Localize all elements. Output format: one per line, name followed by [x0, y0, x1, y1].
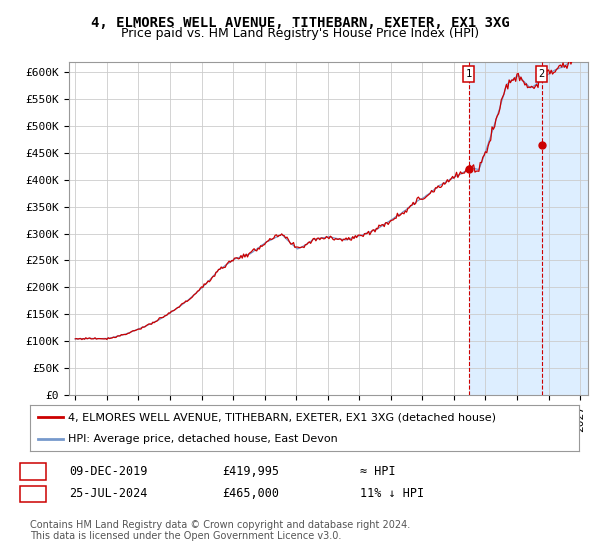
Text: £465,000: £465,000 [222, 487, 279, 501]
Text: 2: 2 [538, 69, 545, 79]
Text: HPI: Average price, detached house, East Devon: HPI: Average price, detached house, East… [68, 435, 338, 444]
Text: 25-JUL-2024: 25-JUL-2024 [69, 487, 148, 501]
Text: 09-DEC-2019: 09-DEC-2019 [69, 465, 148, 478]
Text: 4, ELMORES WELL AVENUE, TITHEBARN, EXETER, EX1 3XG: 4, ELMORES WELL AVENUE, TITHEBARN, EXETE… [91, 16, 509, 30]
Text: ≈ HPI: ≈ HPI [360, 465, 395, 478]
Text: £419,995: £419,995 [222, 465, 279, 478]
Text: Contains HM Land Registry data © Crown copyright and database right 2024.
This d: Contains HM Land Registry data © Crown c… [30, 520, 410, 542]
Bar [469, 62, 600, 395]
Text: 4, ELMORES WELL AVENUE, TITHEBARN, EXETER, EX1 3XG (detached house): 4, ELMORES WELL AVENUE, TITHEBARN, EXETE… [68, 412, 496, 422]
Text: 11% ↓ HPI: 11% ↓ HPI [360, 487, 424, 501]
Text: 1: 1 [466, 69, 472, 79]
Text: Price paid vs. HM Land Registry's House Price Index (HPI): Price paid vs. HM Land Registry's House … [121, 27, 479, 40]
Text: 1: 1 [29, 465, 37, 478]
Text: 2: 2 [29, 487, 37, 501]
